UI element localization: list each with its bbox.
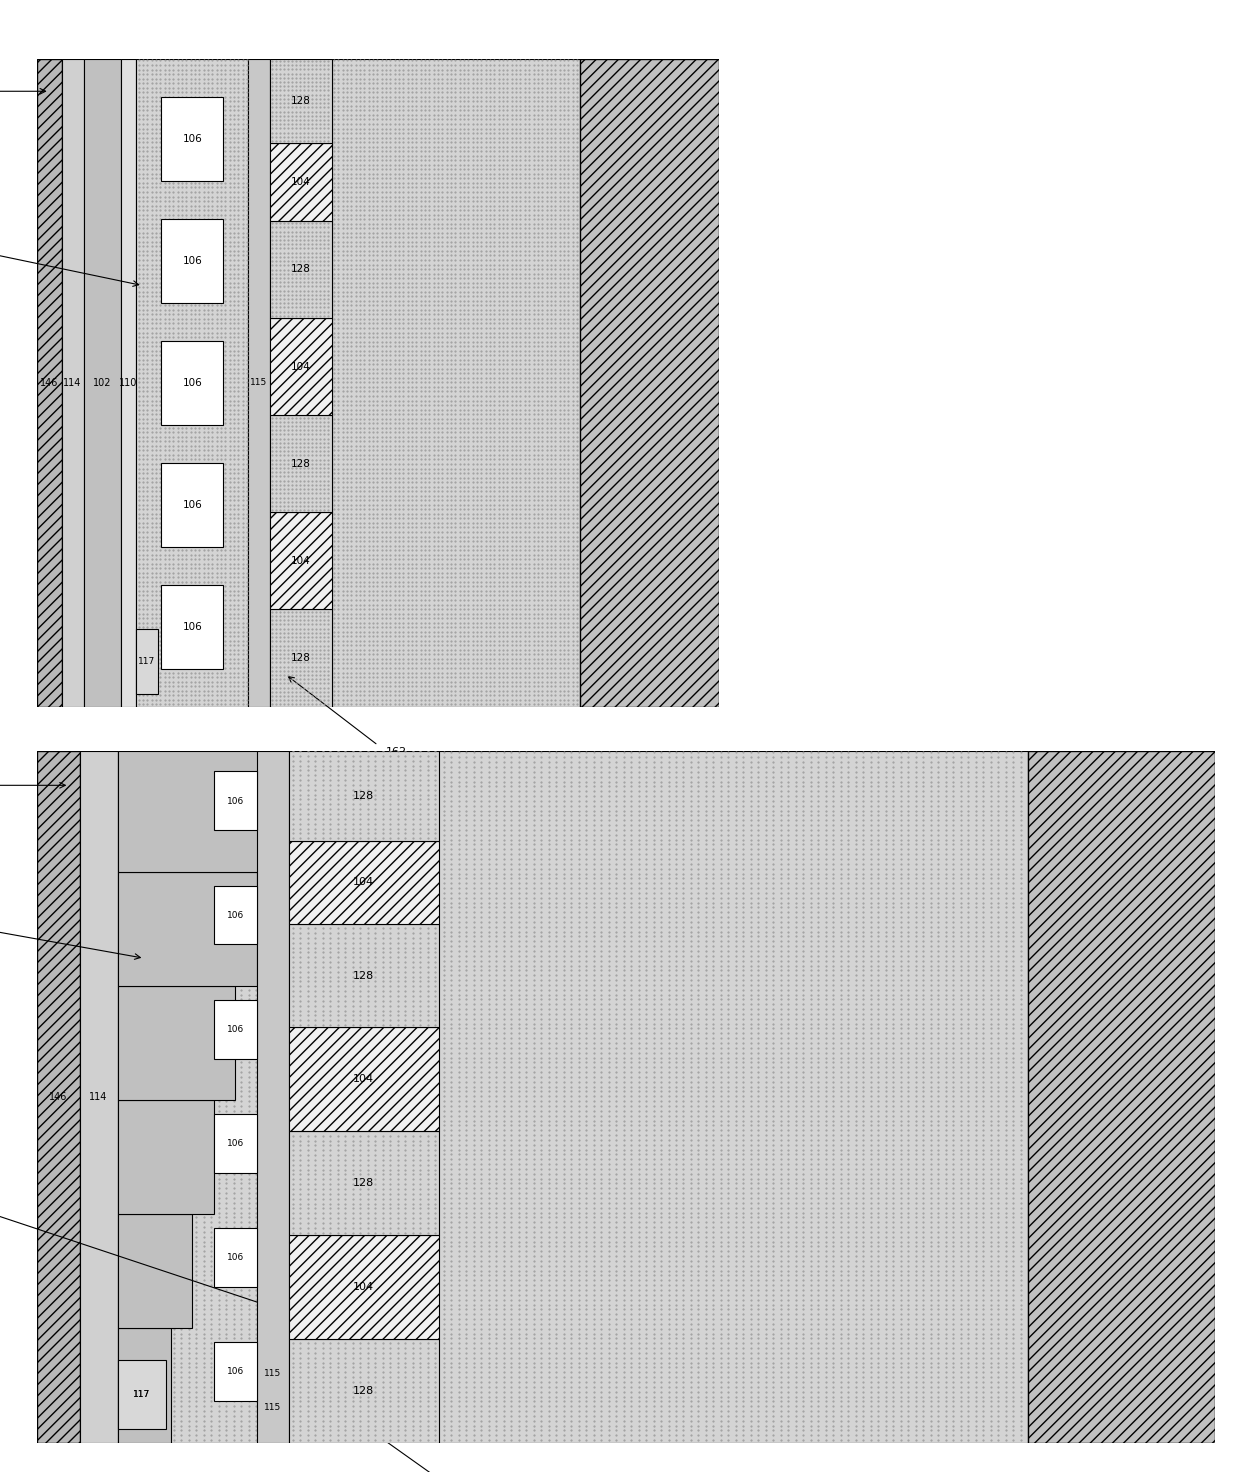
- Text: 106: 106: [227, 1367, 244, 1376]
- Bar: [270, 415, 332, 512]
- Bar: [1028, 751, 1215, 1443]
- Bar: [118, 751, 278, 871]
- Bar: [289, 924, 439, 1027]
- Text: 104: 104: [353, 1282, 374, 1292]
- Text: 117: 117: [139, 657, 155, 665]
- Bar: [37, 59, 62, 707]
- Text: 128: 128: [353, 1385, 374, 1395]
- Text: 106: 106: [182, 378, 202, 387]
- Bar: [161, 219, 223, 303]
- Bar: [213, 1342, 257, 1401]
- Bar: [270, 221, 332, 318]
- Bar: [118, 1100, 213, 1214]
- Bar: [270, 318, 332, 415]
- Bar: [289, 751, 439, 841]
- Text: 106: 106: [182, 499, 202, 509]
- Bar: [118, 986, 236, 1100]
- Bar: [122, 59, 136, 707]
- Text: 128: 128: [290, 459, 311, 468]
- Text: 104: 104: [291, 556, 310, 565]
- Text: 146: 146: [41, 378, 58, 387]
- Text: 106: 106: [227, 796, 244, 805]
- Text: 106: 106: [227, 1253, 244, 1263]
- Bar: [118, 1214, 192, 1328]
- Bar: [118, 1328, 171, 1443]
- Text: 114: 114: [63, 378, 82, 387]
- Bar: [289, 1027, 439, 1130]
- Bar: [118, 1360, 166, 1429]
- Text: 115: 115: [250, 378, 268, 387]
- Text: 104: 104: [291, 177, 310, 187]
- Text: 128: 128: [353, 790, 374, 801]
- Bar: [81, 751, 118, 1443]
- Bar: [118, 871, 257, 986]
- Text: 106: 106: [227, 911, 244, 920]
- Bar: [270, 143, 332, 221]
- Text: 102: 102: [93, 378, 112, 387]
- Text: 106: 106: [227, 1025, 244, 1033]
- Bar: [270, 59, 332, 143]
- Text: 106: 106: [182, 256, 202, 266]
- Bar: [136, 629, 159, 693]
- Bar: [62, 59, 84, 707]
- Text: 128: 128: [290, 654, 311, 662]
- Text: 115: 115: [264, 1403, 281, 1413]
- Bar: [580, 59, 719, 707]
- Bar: [289, 1340, 439, 1443]
- Text: 114: 114: [89, 1092, 108, 1101]
- Bar: [83, 59, 120, 707]
- Text: 128: 128: [353, 1178, 374, 1188]
- Bar: [289, 1130, 439, 1235]
- Text: 106: 106: [227, 1139, 244, 1148]
- Bar: [248, 59, 270, 707]
- Bar: [161, 97, 223, 181]
- Text: 104: 104: [353, 877, 374, 888]
- Bar: [289, 1235, 439, 1340]
- Bar: [213, 999, 257, 1058]
- Text: 106: 106: [182, 134, 202, 144]
- Bar: [270, 609, 332, 707]
- Text: 146: 146: [50, 1092, 68, 1101]
- Bar: [257, 751, 289, 1443]
- Text: 128: 128: [290, 96, 311, 106]
- Text: 115: 115: [264, 1369, 281, 1378]
- Text: 104: 104: [291, 362, 310, 371]
- Bar: [161, 462, 223, 546]
- Bar: [161, 340, 223, 425]
- Bar: [118, 751, 1028, 1443]
- Text: 117: 117: [133, 1390, 150, 1398]
- Bar: [270, 512, 332, 609]
- Text: 117: 117: [133, 1390, 150, 1398]
- Bar: [213, 1114, 257, 1173]
- Bar: [37, 751, 81, 1443]
- Text: 128: 128: [290, 265, 311, 274]
- Bar: [332, 59, 580, 707]
- Text: 106: 106: [182, 621, 202, 631]
- Text: FIG. 1B: FIG. 1B: [215, 762, 294, 780]
- Bar: [161, 584, 223, 668]
- Text: 128: 128: [353, 970, 374, 980]
- Text: 104: 104: [353, 1075, 374, 1085]
- Bar: [136, 59, 248, 707]
- Text: 162: 162: [386, 746, 408, 757]
- Text: 110: 110: [119, 378, 138, 387]
- Bar: [213, 886, 257, 945]
- Bar: [213, 771, 257, 830]
- Bar: [213, 1228, 257, 1287]
- Bar: [289, 841, 439, 924]
